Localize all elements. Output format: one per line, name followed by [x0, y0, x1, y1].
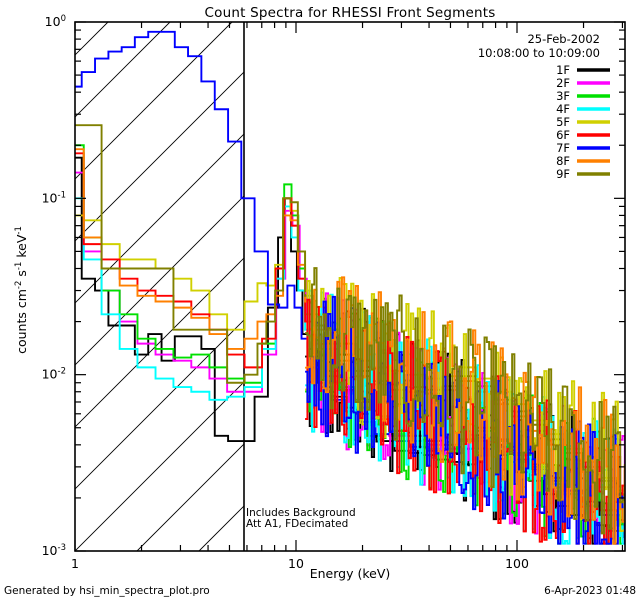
legend-label: 8F [556, 154, 570, 168]
hatch-stripe [136, 443, 244, 551]
legend-item-4f[interactable]: 4F [556, 102, 610, 116]
y-axis-title-part1: counts cm [14, 289, 29, 354]
hatch-stripe [75, 133, 244, 304]
footer-timestamp: 6-Apr-2023 01:48 [544, 585, 636, 597]
legend-item-6f[interactable]: 6F [556, 128, 610, 142]
legend-item-9f[interactable]: 9F [556, 167, 610, 181]
legend-label: 4F [556, 102, 570, 116]
observation-time-range: 10:08:00 to 10:09:00 [478, 46, 600, 60]
hatch-stripe [75, 22, 171, 118]
legend-item-3f[interactable]: 3F [556, 89, 610, 103]
spectra-series-group [75, 30, 625, 545]
spectrum-noise-5f [305, 277, 625, 532]
axis-ticks [74, 21, 625, 552]
y-axis-title-sup3: -1 [14, 226, 24, 234]
hatch-stripe [75, 195, 244, 366]
hatch-stripe [75, 22, 233, 180]
spectrum-noise-9f [305, 267, 625, 535]
annotation-attenuator: Att A1, FDecimated [246, 518, 348, 530]
x-tick-label: 1 [71, 556, 79, 571]
x-tick-label: 100 [505, 556, 529, 571]
y-axis-title-sup2: -1 [14, 262, 24, 270]
y-axis-title-sup1: -2 [14, 281, 24, 289]
legend-label: 2F [556, 76, 570, 90]
hatched-region [75, 22, 244, 551]
legend-label: 6F [556, 128, 570, 142]
y-axis-title: counts cm-2 s-1 keV-1 [14, 226, 29, 354]
legend-item-7f[interactable]: 7F [556, 141, 610, 155]
y-axis-title-part3: keV [14, 234, 29, 261]
x-tick-labels: 1 10 100 [71, 556, 529, 571]
x-tick-label: 10 [288, 556, 304, 571]
legend-item-5f[interactable]: 5F [556, 115, 610, 129]
observation-date: 25-Feb-2002 [527, 32, 600, 46]
hatch-stripe [75, 319, 244, 490]
page-title: Count Spectra for RHESSI Front Segments [204, 5, 495, 21]
footer-generator: Generated by hsi_min_spectra_plot.pro [4, 585, 210, 597]
plot-frame [74, 21, 626, 552]
legend-item-2f[interactable]: 2F [556, 76, 610, 90]
y-axis-title-part2: s [14, 270, 29, 281]
x-axis-title: Energy (keV) [310, 566, 391, 581]
legend-label: 3F [556, 89, 570, 103]
legend-label: 5F [556, 115, 570, 129]
legend-label: 9F [556, 167, 570, 181]
annotation-background: Includes Background [246, 507, 356, 519]
legend-item-1f[interactable]: 1F [556, 63, 610, 77]
hatch-stripe [75, 71, 244, 242]
hatch-stripe [75, 257, 244, 428]
legend-label: 7F [556, 141, 570, 155]
hatch-stripe [75, 381, 244, 551]
legend-label: 1F [556, 63, 570, 77]
svg-text:counts cm-2 s-1 keV-1: counts cm-2 s-1 keV-1 [14, 226, 29, 354]
legend-item-8f[interactable]: 8F [556, 154, 610, 168]
